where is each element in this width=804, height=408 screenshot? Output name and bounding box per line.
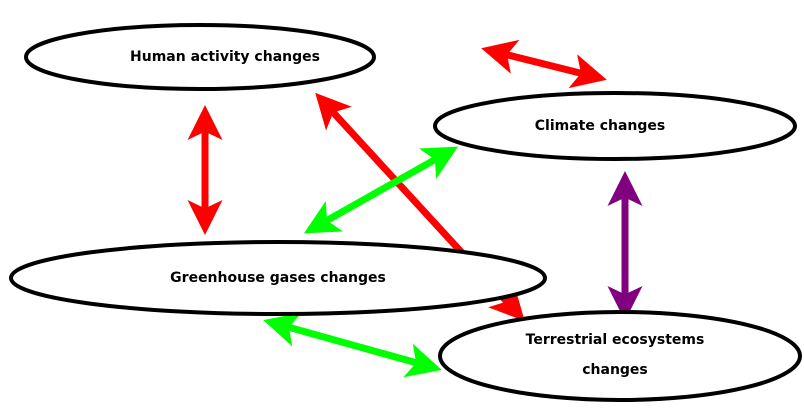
node-shape [24,23,376,91]
node: Terrestrial ecosystems changes [438,310,802,402]
node-shape [433,91,797,161]
arrows [187,39,643,378]
node-label: changes [582,362,648,378]
node-shape [438,310,802,402]
node-label: Greenhouse gases changes [170,270,386,286]
node: Greenhouse gases changes [9,240,547,316]
node-label: Terrestrial ecosystems [526,332,705,348]
arrow [481,39,607,89]
arrow [303,146,459,234]
node: Human activity changes [24,23,376,91]
arrow [263,312,442,378]
node-label: Human activity changes [130,49,320,65]
node: Climate changes [433,91,797,161]
node-label: Climate changes [535,118,666,134]
node-shape [9,240,547,316]
